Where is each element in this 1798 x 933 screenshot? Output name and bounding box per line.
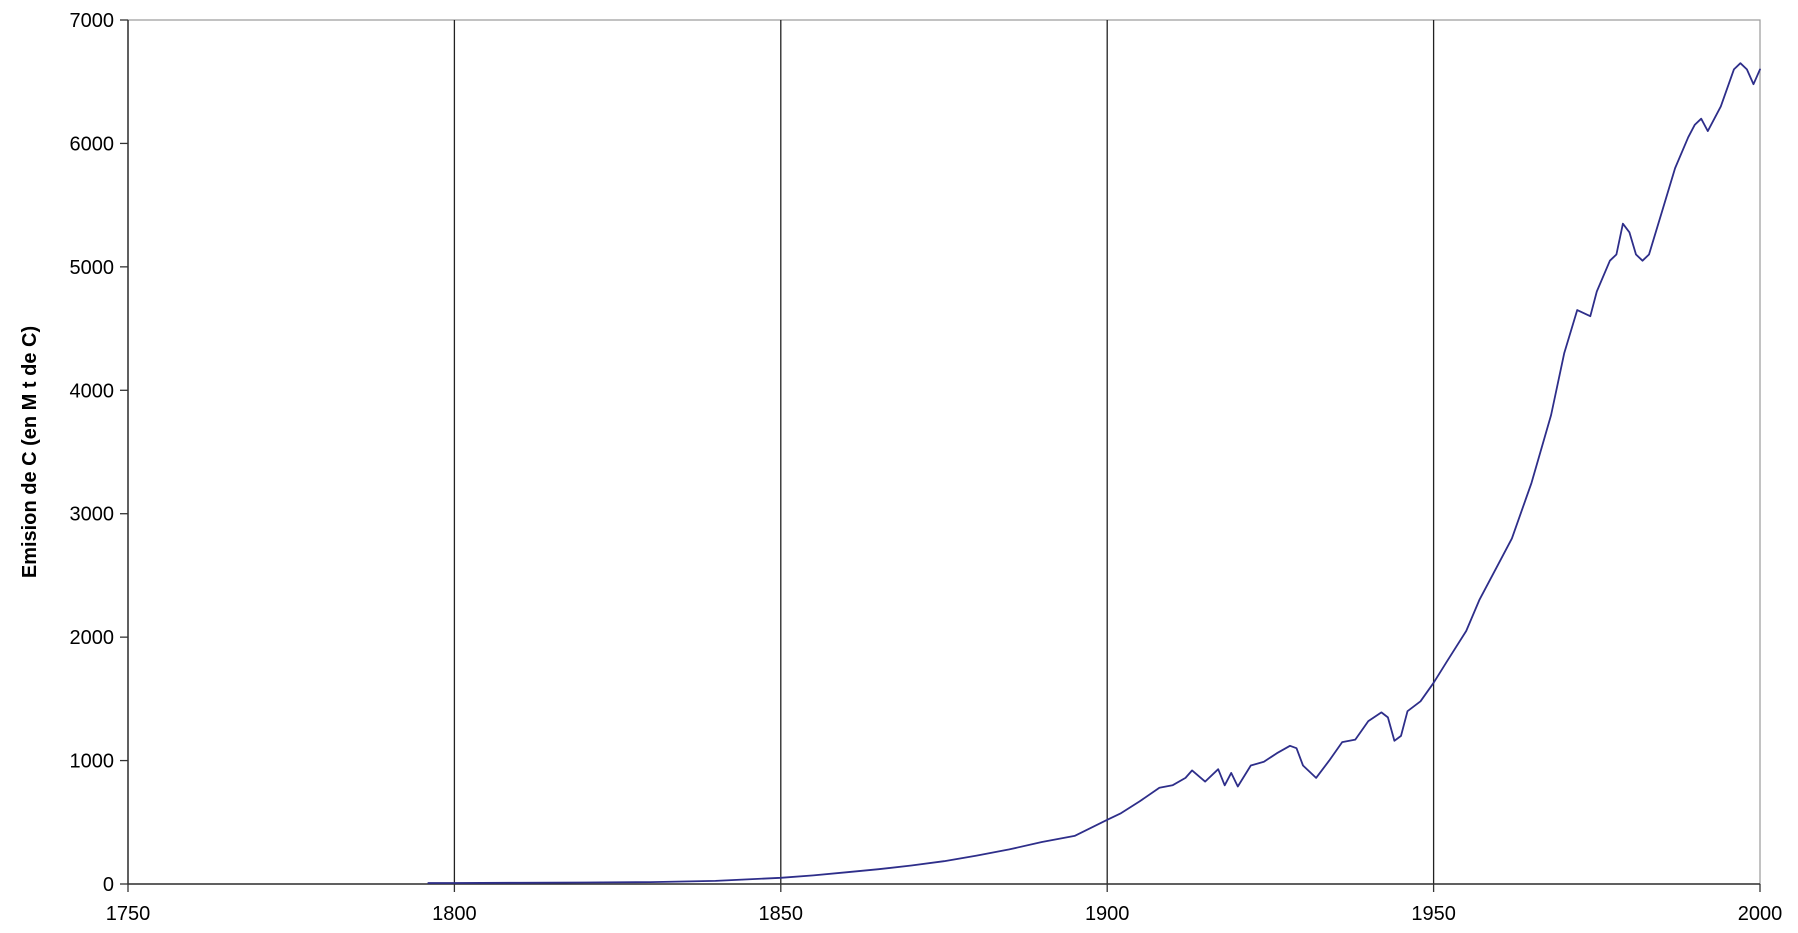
series-layer bbox=[427, 62, 1761, 884]
y-tick-labels: 0 1000 2000 3000 4000 5000 6000 7000 bbox=[70, 10, 115, 896]
plot-border bbox=[127, 19, 1761, 885]
x-tick-labels: 1750 1800 1850 1900 1950 2000 bbox=[106, 903, 1783, 925]
x-tick-label-1950: 1950 bbox=[1411, 903, 1456, 925]
x-tick-label-1800: 1800 bbox=[432, 903, 477, 925]
x-tick-label-1850: 1850 bbox=[759, 903, 804, 925]
axes bbox=[120, 19, 1761, 892]
series-line-0 bbox=[427, 62, 1761, 884]
y-tick-label-0: 0 bbox=[103, 874, 114, 896]
y-axis-title: Emision de C (en M t de C) bbox=[19, 326, 41, 578]
vertical-gridlines bbox=[453, 20, 1435, 884]
y-tick-label-5000: 5000 bbox=[70, 257, 115, 279]
plot-area bbox=[127, 19, 1761, 885]
x-tick-label-2000: 2000 bbox=[1738, 903, 1783, 925]
y-tick-label-7000: 7000 bbox=[70, 10, 115, 32]
y-tick-label-1000: 1000 bbox=[70, 751, 115, 773]
y-tick-label-2000: 2000 bbox=[70, 627, 115, 649]
x-tick-label-1750: 1750 bbox=[106, 903, 151, 925]
y-tick-label-3000: 3000 bbox=[70, 504, 115, 526]
y-tick-label-6000: 6000 bbox=[70, 133, 115, 155]
x-tick-label-1900: 1900 bbox=[1085, 903, 1130, 925]
y-tick-label-4000: 4000 bbox=[70, 380, 115, 402]
